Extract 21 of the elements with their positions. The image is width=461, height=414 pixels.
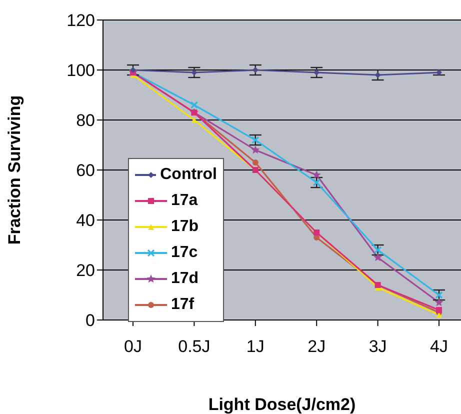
x-tick-label: 3J [368, 337, 387, 356]
x-tick-label: 0.5J [178, 337, 210, 356]
y-tick-label: 60 [76, 161, 95, 180]
legend-label: 17d [171, 270, 199, 288]
y-tick-label: 40 [76, 211, 95, 230]
legend-label: 17f [171, 296, 194, 314]
legend-label: 17c [171, 244, 198, 262]
y-tick-label: 20 [76, 261, 95, 280]
y-axis-title: Fraction Surviving [5, 95, 24, 245]
y-tick-label: 80 [76, 111, 95, 130]
y-tick-label: 120 [66, 11, 95, 30]
legend-label: 17a [171, 192, 198, 210]
y-tick-label: 100 [66, 61, 95, 80]
x-tick-label: 2J [308, 337, 326, 356]
x-tick-label: 0J [124, 337, 142, 356]
legend-label: 17b [171, 218, 199, 236]
x-tick-label: 4J [430, 337, 448, 356]
x-tick-label: 1J [246, 337, 264, 356]
x-axis-title: Light Dose(J/cm2) [208, 395, 356, 414]
legend-label: Control [160, 166, 217, 184]
y-tick-label: 0 [86, 311, 95, 330]
